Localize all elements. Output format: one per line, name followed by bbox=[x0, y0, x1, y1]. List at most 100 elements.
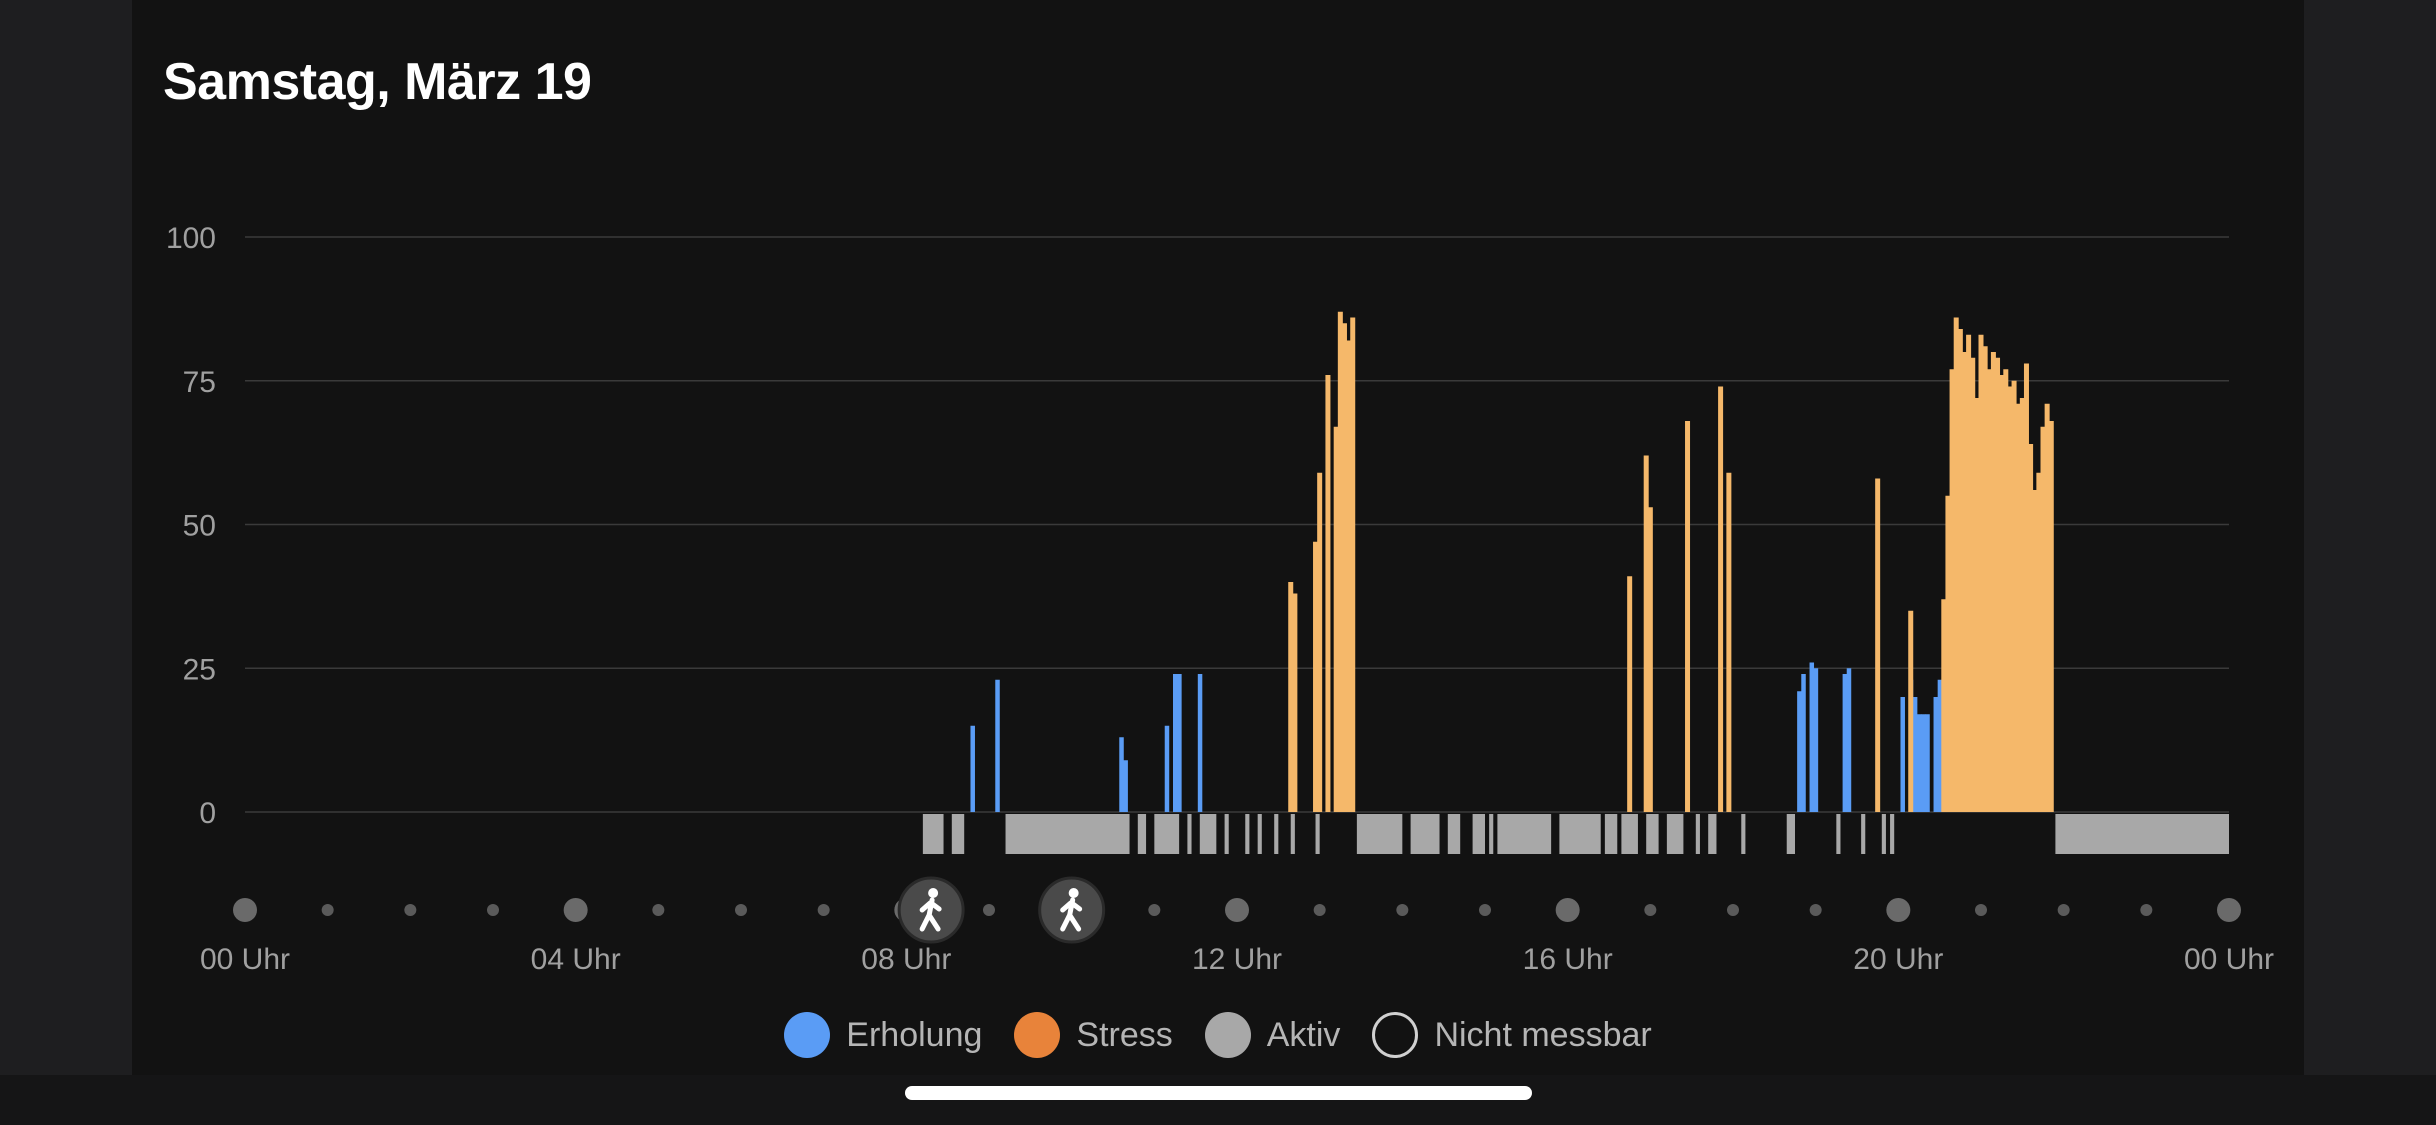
active-bar bbox=[1199, 814, 1217, 854]
x-tick-label: 20 Uhr bbox=[1853, 943, 1943, 976]
timeline-minor-dot bbox=[983, 904, 995, 916]
stress-bar bbox=[1941, 599, 1947, 812]
active-bar bbox=[1881, 814, 1886, 854]
x-tick-label: 08 Uhr bbox=[861, 943, 951, 976]
stress-bar bbox=[2028, 444, 2034, 812]
recovery-bars bbox=[970, 662, 1943, 812]
active-bar bbox=[1666, 814, 1684, 854]
timeline-minor-dot bbox=[487, 904, 499, 916]
active-bar bbox=[1005, 814, 1130, 854]
timeline-major-dot bbox=[1886, 898, 1911, 922]
stress-bar bbox=[1875, 478, 1881, 812]
y-tick-label: 100 bbox=[166, 222, 216, 255]
timeline-minor-dot bbox=[1479, 904, 1491, 916]
timeline-major-dot bbox=[233, 898, 257, 922]
home-indicator[interactable] bbox=[905, 1086, 1532, 1100]
active-bar bbox=[1708, 814, 1717, 854]
y-tick-label: 25 bbox=[183, 653, 216, 686]
activity-markers[interactable] bbox=[897, 876, 1106, 944]
page-title: Samstag, März 19 bbox=[163, 53, 592, 111]
active-bar bbox=[1497, 814, 1552, 854]
recovery-bar bbox=[1801, 674, 1806, 812]
active-bar bbox=[1245, 814, 1250, 854]
walking-icon[interactable] bbox=[897, 876, 965, 944]
active-bar bbox=[1646, 814, 1659, 854]
timeline-major-dot bbox=[1555, 898, 1580, 922]
not-measurable-color-dot bbox=[1372, 1012, 1419, 1058]
stress-bar bbox=[2007, 386, 2013, 812]
stress-bar bbox=[1288, 582, 1294, 812]
stress-bar bbox=[1908, 610, 1914, 812]
stress-bar bbox=[1966, 334, 1972, 812]
stress-bar bbox=[2032, 490, 2038, 812]
active-bar bbox=[1410, 814, 1440, 854]
x-axis-labels: 00 Uhr 04 Uhr 08 Uhr 12 Uhr 16 Uhr 20 Uhr 00 U… bbox=[200, 943, 2274, 976]
recovery-bar bbox=[1900, 697, 1905, 812]
stress-bar bbox=[1337, 311, 1343, 812]
stress-bar bbox=[1313, 541, 1319, 812]
legend-item-stress: Stress bbox=[1014, 1012, 1173, 1058]
active-bar bbox=[951, 814, 965, 854]
stress-bar bbox=[1346, 340, 1352, 812]
y-tick-label: 75 bbox=[183, 366, 216, 399]
legend-label: Stress bbox=[1076, 1015, 1173, 1054]
legend-label: Nicht messbar bbox=[1434, 1015, 1652, 1054]
recovery-bar bbox=[1933, 697, 1939, 812]
active-bar bbox=[1356, 814, 1403, 854]
timeline-minor-dot bbox=[735, 904, 747, 916]
stress-bar bbox=[1333, 426, 1339, 812]
stress-bar bbox=[1945, 495, 1951, 812]
recovery-bar bbox=[1809, 662, 1815, 812]
recovery-bar bbox=[1177, 674, 1182, 812]
recovery-bar bbox=[1123, 760, 1128, 812]
stress-bar bbox=[1643, 455, 1649, 812]
stress-bar bbox=[1726, 472, 1732, 812]
stress-bar bbox=[2011, 380, 2017, 812]
recovery-bar bbox=[1846, 668, 1852, 812]
chart-panel bbox=[132, 0, 2304, 1075]
recovery-bar bbox=[1921, 714, 1926, 812]
chart-legend: Erholung Stress Aktiv Nicht messbar bbox=[0, 1005, 2436, 1065]
timeline-minor-dot bbox=[2057, 904, 2070, 916]
stress-bar bbox=[1341, 323, 1347, 812]
stress-bar bbox=[1982, 346, 1988, 812]
timeline-minor-dot bbox=[321, 904, 334, 916]
legend-item-recovery: Erholung bbox=[784, 1012, 982, 1058]
stress-bar bbox=[1350, 317, 1356, 812]
stress-bar bbox=[1627, 576, 1633, 812]
stress-bar bbox=[2019, 398, 2025, 812]
legend-label: Erholung bbox=[846, 1015, 983, 1054]
right-margin bbox=[2304, 0, 2436, 1075]
stress-bars bbox=[1288, 311, 2054, 812]
y-tick-label: 0 bbox=[199, 797, 216, 830]
stress-bar bbox=[1961, 352, 1967, 812]
timeline-minor-dot bbox=[2140, 904, 2153, 916]
x-tick-label: 00 Uhr bbox=[2184, 943, 2274, 976]
y-axis-labels: 0 25 50 75 100 bbox=[166, 222, 216, 830]
chart-gridlines bbox=[245, 236, 2229, 813]
stress-bar bbox=[2036, 472, 2042, 812]
active-band bbox=[922, 814, 2229, 854]
stress-color-dot bbox=[1014, 1012, 1061, 1058]
active-bar bbox=[1741, 814, 1746, 854]
timeline-minor-dot bbox=[1975, 904, 1987, 916]
recovery-bar bbox=[1842, 674, 1848, 812]
stress-bar bbox=[1970, 357, 1976, 812]
stress-bar bbox=[2003, 369, 2009, 812]
stress-bar bbox=[1999, 375, 2005, 812]
recovery-bar bbox=[1925, 714, 1930, 812]
timeline-major-dot bbox=[2217, 898, 2241, 922]
walker-head bbox=[1068, 888, 1079, 898]
stress-bar bbox=[1986, 369, 1992, 812]
active-bar bbox=[2055, 814, 2229, 854]
x-tick-label: 12 Uhr bbox=[1192, 943, 1282, 976]
timeline-major-dot bbox=[1225, 898, 1249, 922]
stress-bar bbox=[1292, 593, 1298, 812]
stress-bar bbox=[1990, 352, 1996, 812]
active-bar bbox=[1489, 814, 1494, 854]
walking-icon[interactable] bbox=[1038, 876, 1106, 944]
timeline-minor-dot bbox=[1809, 904, 1822, 916]
recovery-bar bbox=[1197, 674, 1203, 812]
active-color-dot bbox=[1204, 1012, 1251, 1058]
